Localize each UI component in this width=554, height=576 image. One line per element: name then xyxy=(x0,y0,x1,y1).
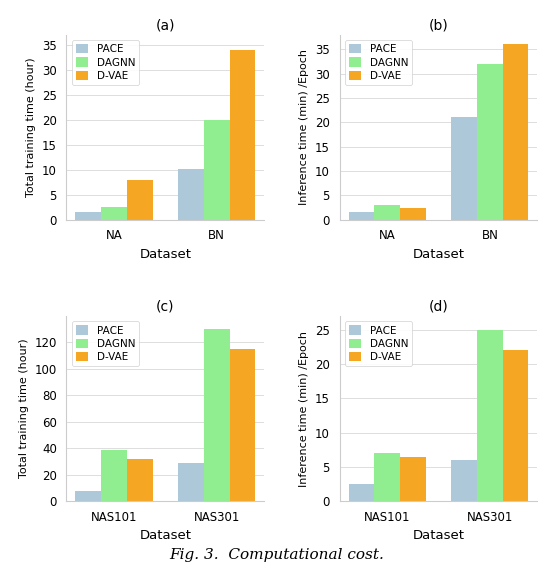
Title: (a): (a) xyxy=(156,18,175,32)
Bar xyxy=(374,453,400,501)
Bar xyxy=(400,207,425,219)
Title: (d): (d) xyxy=(429,300,448,313)
Bar xyxy=(127,180,152,219)
X-axis label: Dataset: Dataset xyxy=(412,529,464,543)
Legend: PACE, DAGNN, D-VAE: PACE, DAGNN, D-VAE xyxy=(71,40,140,85)
Bar xyxy=(75,491,101,501)
Title: (b): (b) xyxy=(429,18,448,32)
Bar xyxy=(204,120,230,219)
Y-axis label: Inference time (min) /Epoch: Inference time (min) /Epoch xyxy=(299,331,309,487)
Y-axis label: Inference time (min) /Epoch: Inference time (min) /Epoch xyxy=(299,49,309,205)
Bar xyxy=(452,460,477,501)
Bar xyxy=(502,350,529,501)
Bar xyxy=(178,463,204,501)
Y-axis label: Total training time (hour): Total training time (hour) xyxy=(27,58,37,197)
Bar xyxy=(452,118,477,219)
X-axis label: Dataset: Dataset xyxy=(412,248,464,261)
Legend: PACE, DAGNN, D-VAE: PACE, DAGNN, D-VAE xyxy=(345,40,412,85)
Bar xyxy=(178,169,204,219)
X-axis label: Dataset: Dataset xyxy=(140,529,192,543)
Title: (c): (c) xyxy=(156,300,175,313)
Bar xyxy=(101,207,127,219)
Bar xyxy=(101,449,127,501)
Text: Fig. 3.  Computational cost.: Fig. 3. Computational cost. xyxy=(170,548,384,562)
Bar xyxy=(230,349,255,501)
Y-axis label: Total training time (hour): Total training time (hour) xyxy=(19,339,29,478)
Bar xyxy=(204,329,230,501)
Bar xyxy=(348,484,374,501)
Legend: PACE, DAGNN, D-VAE: PACE, DAGNN, D-VAE xyxy=(345,321,412,366)
Bar xyxy=(75,212,101,219)
Bar xyxy=(374,205,400,219)
Bar xyxy=(348,213,374,219)
Bar xyxy=(477,329,502,501)
X-axis label: Dataset: Dataset xyxy=(140,248,192,261)
Bar xyxy=(127,459,152,501)
Bar xyxy=(230,50,255,219)
Legend: PACE, DAGNN, D-VAE: PACE, DAGNN, D-VAE xyxy=(71,321,140,366)
Bar xyxy=(502,44,529,219)
Bar xyxy=(477,64,502,219)
Bar xyxy=(400,457,425,501)
